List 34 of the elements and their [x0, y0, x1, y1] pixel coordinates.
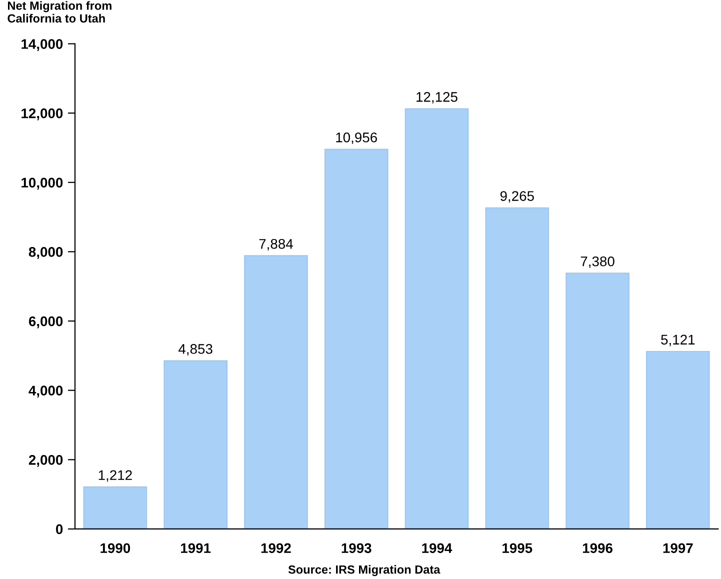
x-tick-label: 1997 — [663, 543, 693, 554]
bar — [404, 108, 469, 529]
bar — [164, 360, 228, 529]
source-note: Source: IRS Migration Data — [288, 565, 440, 576]
x-tick-label: 1990 — [100, 543, 130, 554]
y-tick-label: 14,000 — [22, 39, 63, 51]
y-tick-label: 12,000 — [22, 108, 63, 120]
data-label: 1,212 — [98, 470, 132, 482]
bar — [566, 272, 630, 529]
x-tick-label: 1996 — [582, 543, 612, 554]
bar — [646, 350, 710, 529]
y-tick-label: 2,000 — [28, 454, 63, 467]
x-tick-label: 1991 — [181, 543, 211, 554]
y-tick-label: 6,000 — [28, 316, 63, 328]
chart-title: Net Migration from California to Utah — [8, 1, 112, 23]
x-tick-label: 1994 — [422, 543, 452, 554]
data-label: 12,125 — [416, 92, 458, 104]
bar — [244, 255, 308, 529]
data-label: 7,884 — [259, 238, 293, 250]
data-label: 5,121 — [661, 334, 695, 346]
y-tick-label: 0 — [56, 524, 63, 534]
data-label: 4,853 — [178, 344, 212, 356]
data-label: 10,956 — [336, 132, 377, 144]
x-tick-label: 1993 — [342, 543, 372, 554]
y-tick-label: 4,000 — [28, 386, 63, 398]
bar — [324, 148, 388, 529]
bar — [83, 486, 148, 529]
y-tick-label: 10,000 — [22, 178, 63, 190]
x-tick-label: 1995 — [502, 543, 532, 554]
data-label: 9,265 — [500, 191, 534, 203]
data-label: 7,380 — [580, 256, 614, 268]
bar — [485, 207, 550, 529]
x-tick-label: 1992 — [261, 543, 291, 554]
y-tick-label: 8,000 — [28, 247, 63, 259]
